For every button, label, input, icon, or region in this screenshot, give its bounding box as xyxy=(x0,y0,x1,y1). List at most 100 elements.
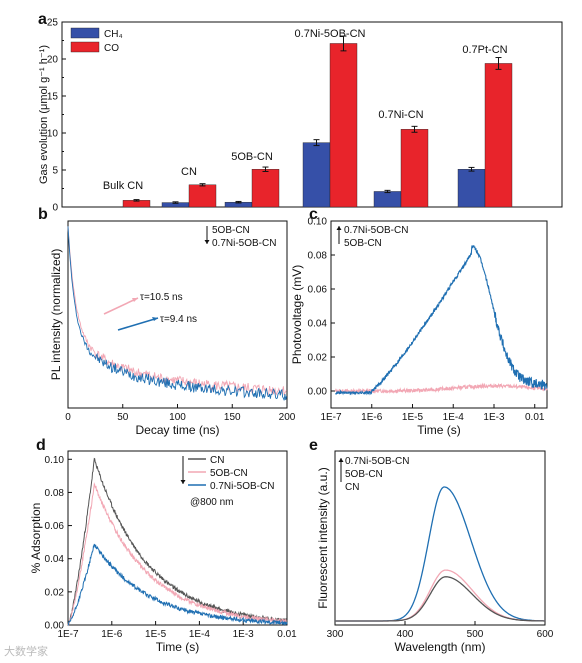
c-series-5ob-cn xyxy=(334,382,548,395)
b-xtick-label: 150 xyxy=(224,412,241,423)
c-xlabel: Time (s) xyxy=(417,423,461,437)
b-ylabel: PL intensity (normalized) xyxy=(49,249,63,381)
c-ytick-label: 0.06 xyxy=(308,285,328,296)
c-legend-label: 0.7Ni-5OB-CN xyxy=(344,225,408,236)
e-legend-label: 0.7Ni-5OB-CN xyxy=(345,456,409,467)
panel-e-frame xyxy=(334,450,546,626)
d-xtick-label: 0.01 xyxy=(277,629,297,640)
c-ytick-label: 0.04 xyxy=(308,319,328,330)
d-ytick-label: 0.10 xyxy=(45,455,65,466)
a-category-label: CN xyxy=(181,166,197,178)
b-legend-arrow-head xyxy=(204,240,210,244)
c-ytick-label: 0.10 xyxy=(308,217,328,228)
d-xtick-label: 1E-6 xyxy=(101,629,123,640)
c-xtick-label: 1E-7 xyxy=(320,412,342,423)
a-category-label: 0.7Ni-CN xyxy=(378,109,423,121)
b-xtick-label: 200 xyxy=(279,412,296,423)
a-bar-co xyxy=(329,43,358,208)
b-xtick-label: 0 xyxy=(65,412,71,423)
c-xtick-label: 1E-5 xyxy=(402,412,424,423)
b-annotation-arrowhead xyxy=(132,298,138,302)
d-xtick-label: 1E-4 xyxy=(189,629,211,640)
e-legend-arrow-head xyxy=(338,458,344,462)
a-category-label: 0.7Ni-5OB-CN xyxy=(295,28,366,40)
a-bar-co xyxy=(188,184,217,208)
d-xtick-label: 1E-7 xyxy=(57,629,79,640)
panel-d-frame xyxy=(67,450,288,626)
b-annotation-arrow-pink xyxy=(103,297,139,315)
e-series-1 xyxy=(335,569,546,622)
a-ytick-label: 15 xyxy=(47,92,59,103)
d-ytick-label: 0.02 xyxy=(45,587,65,598)
d-legend-label: 5OB-CN xyxy=(210,468,248,479)
a-bar-ch4 xyxy=(457,169,486,208)
d-ytick-label: 0.08 xyxy=(45,488,65,499)
d-legend-label: 0.7Ni-5OB-CN xyxy=(210,481,274,492)
e-xtick-label: 500 xyxy=(467,629,484,640)
panel-c-frame xyxy=(330,220,548,409)
a-bar-co xyxy=(400,129,429,208)
a-legend-label: CH₄ xyxy=(104,29,123,40)
d-xlabel: Time (s) xyxy=(156,640,200,654)
b-series-ni-5ob-cn xyxy=(67,226,287,401)
a-legend-swatch xyxy=(70,27,100,39)
c-ylabel: Photovoltage (mV) xyxy=(290,265,304,364)
c-ytick-label: 0.02 xyxy=(308,353,328,364)
b-annotation-arrow-blue xyxy=(117,317,159,331)
d-ytick-label: 0.00 xyxy=(45,621,65,632)
a-legend-label: CO xyxy=(104,43,119,54)
d-legend-arrow-head xyxy=(180,480,186,484)
a-category-label: 0.7Pt-CN xyxy=(462,44,507,56)
a-ylabel: Gas evolution (μmol g⁻¹ h⁻¹) xyxy=(38,45,50,184)
panel-b-label: b xyxy=(38,206,48,223)
e-xtick-label: 300 xyxy=(327,629,344,640)
b-legend-label: 5OB-CN xyxy=(212,225,250,236)
d-series-0 xyxy=(67,457,288,626)
a-ytick-label: 20 xyxy=(47,55,59,66)
d-ytick-label: 0.06 xyxy=(45,521,65,532)
panel-a-label: a xyxy=(38,11,47,28)
d-ytick-label: 0.04 xyxy=(45,554,65,565)
watermark: 大数学家 xyxy=(4,645,48,658)
a-ytick-label: 25 xyxy=(47,18,59,29)
e-legend-label: 5OB-CN xyxy=(345,469,383,480)
c-legend-arrow-head xyxy=(336,226,342,230)
e-series-0 xyxy=(335,486,545,622)
a-bar-ch4 xyxy=(373,191,402,208)
c-series-ni-5ob-cn xyxy=(334,244,548,396)
a-bar-co xyxy=(251,169,280,208)
a-ytick-label: 5 xyxy=(52,166,58,177)
b-series-5ob-cn xyxy=(67,226,287,396)
c-legend-label: 5OB-CN xyxy=(344,238,382,249)
panel-c-label: c xyxy=(309,206,318,223)
b-annotation-arrowhead xyxy=(152,317,158,321)
panel-e-label: e xyxy=(309,437,318,454)
e-xtick-label: 600 xyxy=(537,629,554,640)
a-bar-co xyxy=(484,63,513,208)
d-legend-label: CN xyxy=(210,455,224,466)
e-legend-label: CN xyxy=(345,482,359,493)
b-annotation-tau2: τ=9.4 ns xyxy=(160,314,197,325)
b-xtick-label: 50 xyxy=(117,412,129,423)
d-series-2 xyxy=(67,543,288,626)
d-ylabel: % Adsorption xyxy=(29,503,43,574)
e-series-2 xyxy=(335,576,545,622)
d-series-1 xyxy=(67,482,288,627)
a-bar-ch4 xyxy=(302,142,331,208)
a-ytick-label: 0 xyxy=(52,203,58,214)
d-annotation: @800 nm xyxy=(190,497,234,508)
c-xtick-label: 1E-4 xyxy=(443,412,465,423)
d-xtick-label: 1E-3 xyxy=(233,629,255,640)
b-legend-label: 0.7Ni-5OB-CN xyxy=(212,238,276,249)
c-xtick-label: 1E-6 xyxy=(361,412,383,423)
a-ytick-label: 10 xyxy=(47,129,59,140)
c-xtick-label: 1E-3 xyxy=(483,412,505,423)
c-ytick-label: 0.00 xyxy=(308,387,328,398)
e-xlabel: Wavelength (nm) xyxy=(395,640,486,654)
panel-d-label: d xyxy=(36,437,46,454)
b-xlabel: Decay time (ns) xyxy=(135,423,219,437)
a-category-label: 5OB-CN xyxy=(231,151,273,163)
a-legend-swatch xyxy=(70,41,100,53)
e-ylabel: Fluorescent intensity (a.u.) xyxy=(316,467,330,608)
